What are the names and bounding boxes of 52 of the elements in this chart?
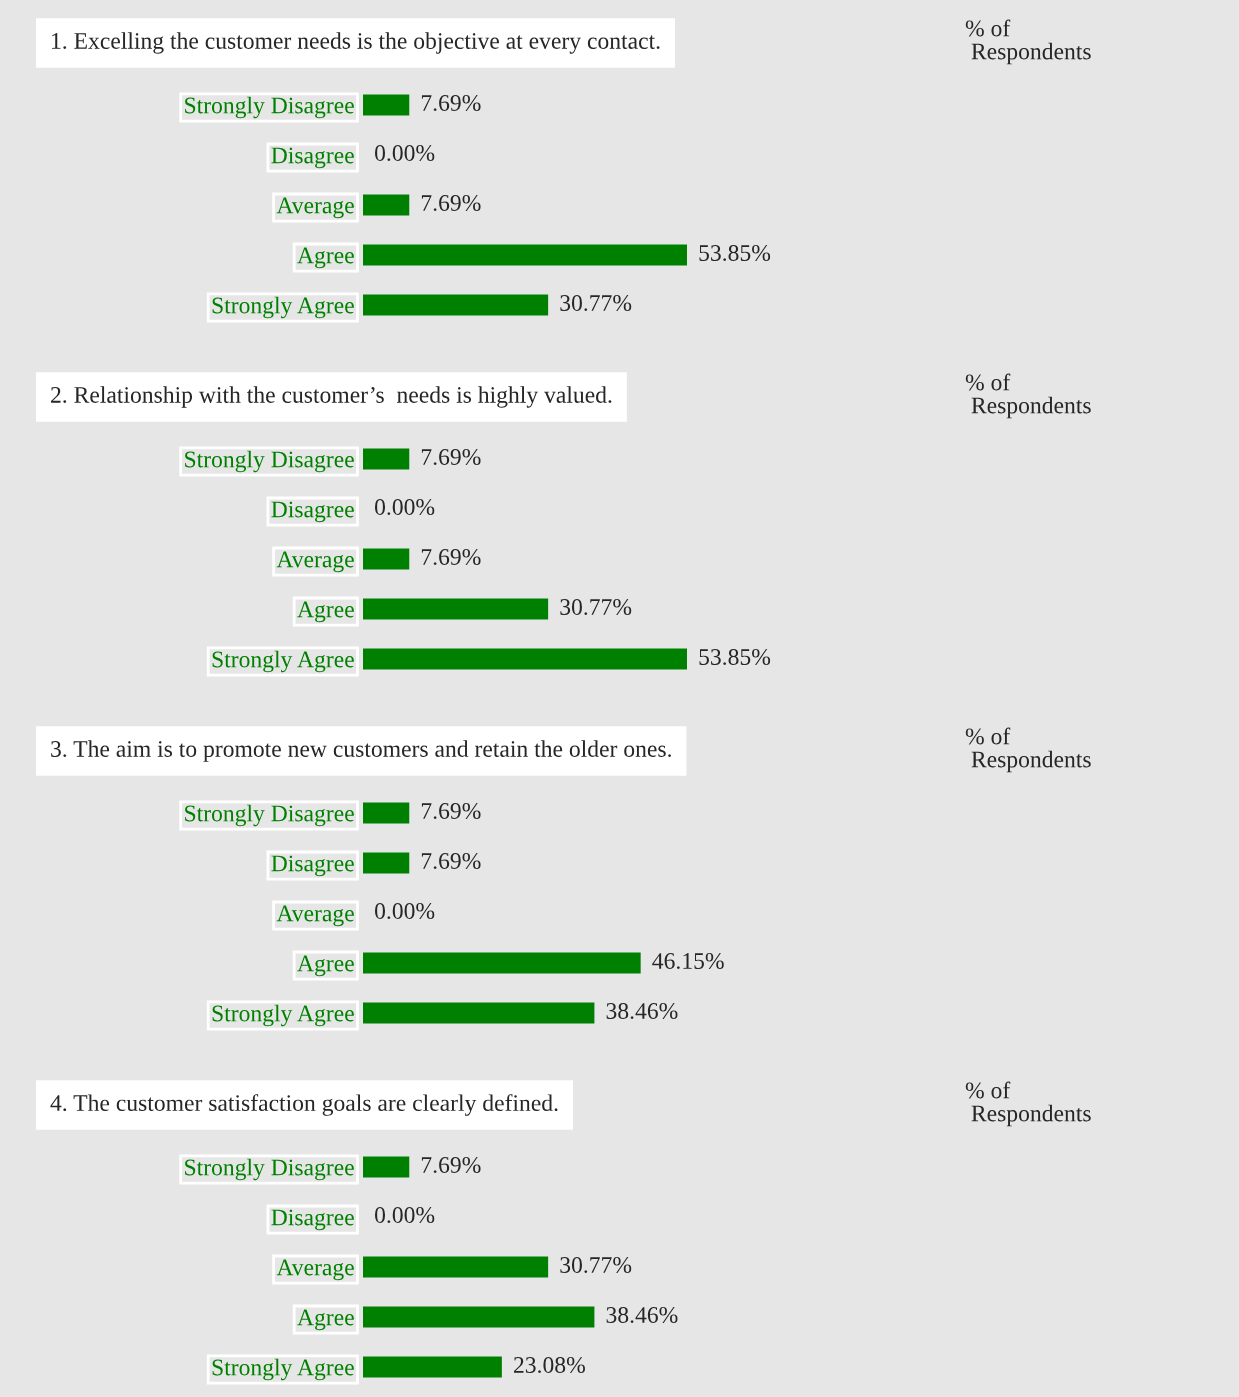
y-tick-label: Average xyxy=(276,905,354,927)
chart-title: 4. The customer satisfaction goals are clearly defined. xyxy=(50,1094,558,1116)
y-tick-label: Strongly Agree xyxy=(212,1004,354,1027)
y-tick-label: Agree xyxy=(297,247,354,269)
data-label: 53.85% xyxy=(699,648,771,666)
data-label: 7.69% xyxy=(421,852,481,870)
y-tick-label: Average xyxy=(276,1259,354,1281)
y-tick-label: Strongly Disagree xyxy=(185,450,354,473)
y-tick-label: Agree xyxy=(297,1309,354,1331)
data-label: 7.69% xyxy=(421,1156,481,1174)
y-tick-label: Strongly Disagree xyxy=(185,804,354,827)
data-label: 0.00% xyxy=(375,1206,435,1224)
data-label: 30.77% xyxy=(560,1256,632,1274)
text: % of Respondents xyxy=(965,1081,1091,1127)
data-label: 30.77% xyxy=(560,294,632,312)
y-tick-label: Average xyxy=(276,551,354,573)
y-tick-label: Disagree xyxy=(271,147,354,169)
y-tick-label: Strongly Agree xyxy=(212,1358,354,1381)
bar xyxy=(363,1356,502,1378)
y-tick-label: Disagree xyxy=(271,855,354,877)
data-label: 0.00% xyxy=(375,902,435,920)
chart-title: 2. Relationship with the customer’s needs is highly valued. xyxy=(51,386,612,408)
bar xyxy=(363,1256,549,1278)
data-label: 30.77% xyxy=(560,598,632,616)
data-label: 7.69% xyxy=(421,194,481,212)
bar xyxy=(363,1156,410,1178)
chart-title: 1. Excelling the customer needs is the objective at every contact. xyxy=(52,32,660,54)
y-tick-label: Strongly Disagree xyxy=(185,96,354,119)
text: % of Respondents xyxy=(965,373,1091,419)
data-label: 7.69% xyxy=(421,802,481,820)
y-tick-label: Average xyxy=(276,197,354,219)
data-label: 38.46% xyxy=(606,1306,678,1324)
y-tick-label: Strongly Agree xyxy=(212,296,354,319)
data-label: 7.69% xyxy=(421,94,481,112)
text: % of Respondents xyxy=(965,727,1091,773)
chart-title: 3. The aim is to promote new customers and retain the older ones. xyxy=(51,740,671,762)
y-tick-label: Agree xyxy=(297,955,354,977)
text: % of Respondents xyxy=(965,19,1091,65)
y-tick-label: Strongly Agree xyxy=(212,650,354,673)
data-label: 7.69% xyxy=(421,448,481,466)
data-label: 0.00% xyxy=(375,144,435,162)
y-tick-label: Strongly Disagree xyxy=(185,1158,354,1181)
data-label: 7.69% xyxy=(421,548,481,566)
data-label: 53.85% xyxy=(699,244,771,262)
y-tick-label: Disagree xyxy=(271,501,354,523)
bar xyxy=(363,1306,595,1328)
data-label: 23.08% xyxy=(514,1356,585,1374)
y-tick-label: Disagree xyxy=(271,1209,354,1231)
data-label: 38.46% xyxy=(606,1002,678,1020)
data-label: 0.00% xyxy=(375,498,435,516)
y-tick-label: Agree xyxy=(297,601,354,623)
data-label: 46.15% xyxy=(652,952,724,970)
